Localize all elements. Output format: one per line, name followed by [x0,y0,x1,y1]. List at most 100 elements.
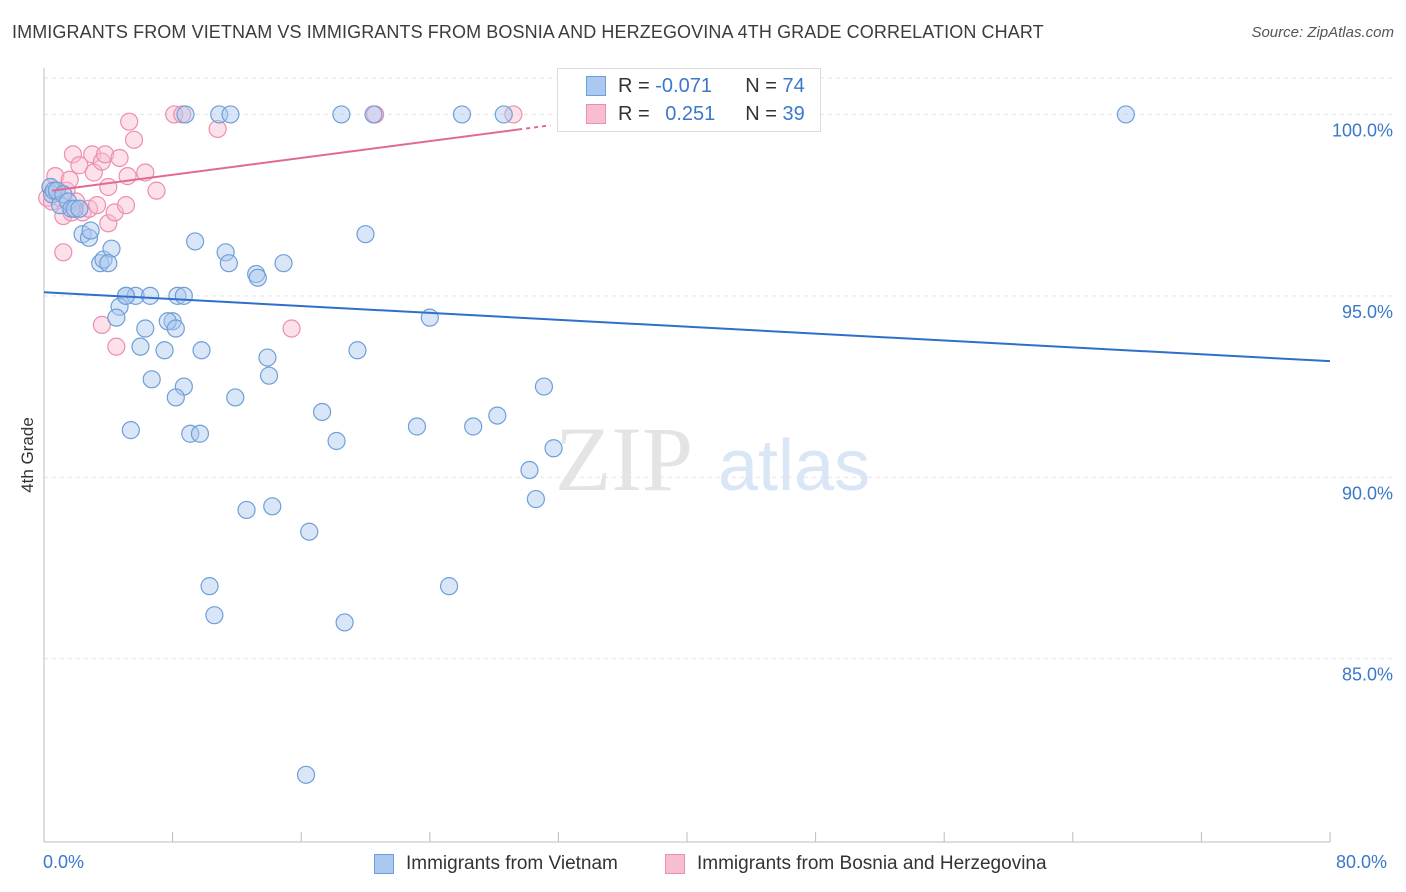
vietnam-point [300,522,319,541]
vietnam-point [520,460,539,480]
bosnia-point [46,167,65,186]
vietnam-point [121,421,140,440]
vietnam-point [356,225,375,244]
vietnam-point [81,221,100,240]
vietnam-point [274,254,293,273]
bosnia-trend-line [51,128,519,192]
vietnam-point [140,286,160,305]
legend-r-label: R = [618,74,656,97]
y-tick-label: 100.0% [1332,120,1393,140]
legend-n-value: 74 [782,74,805,97]
y-tick-label: 95.0% [1342,302,1393,322]
legend-label-vietnam: Immigrants from Vietnam [406,853,618,874]
watermark-atlas: atlas [718,426,870,506]
chart-title: IMMIGRANTS FROM VIETNAM VS IMMIGRANTS FR… [12,22,1044,42]
vietnam-point [237,500,256,520]
vietnam-point [226,388,245,407]
vietnam-point [407,417,427,436]
bosnia-point [54,243,73,262]
bosnia-point [120,112,139,131]
vietnam-point [526,489,545,509]
y-axis-label: 4th Grade [18,417,37,493]
trend-lines [43,124,1331,363]
bosnia-point [110,148,129,168]
vietnam-point [248,268,267,287]
legend-r-label: R = [618,102,656,125]
vietnam-point [136,319,155,338]
watermark: ZIP atlas [555,408,870,510]
y-tick-label: 90.0% [1342,483,1393,503]
bosnia-point [63,145,83,164]
vietnam-point [296,765,316,784]
vietnam-point [176,105,195,124]
vietnam-point [205,606,224,625]
bosnia-point [83,145,102,164]
vietnam-trend-line [43,291,1331,363]
vietnam-point [452,105,472,124]
bosnia-point [99,177,118,197]
x-tick-label-min: 0.0% [43,852,85,872]
vietnam-point [534,377,554,396]
vietnam-point [263,497,282,516]
bosnia-point [147,181,166,200]
legend-item-vietnam: Immigrants from Vietnam [374,851,618,877]
bosnia-trend-line-extension [518,124,551,131]
vietnam-point [110,297,129,316]
series-vietnam-points [41,105,1135,784]
vietnam-point [1116,105,1135,124]
vietnam-point [190,424,210,443]
vietnam-point [335,613,354,632]
bosnia-point [99,214,118,233]
legend-r-value: 0.251 [665,102,716,125]
vietnam-point [259,366,279,385]
y-tick-label: 85.0% [1342,665,1393,685]
bosnia-point [124,130,144,149]
vietnam-point [107,308,126,327]
vietnam-point [364,105,383,124]
source-label: Source: ZipAtlas.com [1251,24,1394,41]
vietnam-point [102,239,121,258]
vietnam-point [219,254,238,273]
y-tick-labels: 85.0% 90.0% 95.0% 100.0% [1332,120,1393,684]
vietnam-point [70,199,89,218]
legend-swatch-pink [665,854,685,874]
vietnam-point [192,341,211,360]
vietnam-point [258,348,277,367]
vietnam-point [332,105,351,124]
vietnam-point [174,286,193,305]
stats-legend-row-vietnam: R = -0.071 N = 74 [558,72,805,100]
vietnam-point [348,341,367,360]
vietnam-point [494,105,513,124]
vietnam-point [186,232,205,251]
legend-n-label: N = [745,102,783,125]
vietnam-point [488,406,507,425]
vietnam-point [155,341,174,360]
legend-n-label: N = [745,74,783,97]
vietnam-point [79,228,99,247]
legend-swatch-blue [374,854,394,874]
bosnia-point [504,105,523,124]
vietnam-point [464,417,483,436]
legend-r-value: -0.071 [655,74,712,97]
vietnam-point [166,319,185,338]
legend-swatch-blue [586,76,606,96]
bosnia-point [116,196,136,215]
bosnia-point [105,203,124,222]
vietnam-point [312,402,332,422]
x-tick-label-max: 80.0% [1336,852,1388,872]
vietnam-point [166,388,185,407]
vietnam-point [327,431,346,451]
vietnam-point [439,577,459,596]
vietnam-point [181,424,200,443]
watermark-zip: ZIP [555,408,693,510]
legend-item-bosnia: Immigrants from Bosnia and Herzegovina [665,851,1047,877]
bosnia-point [136,163,155,182]
vietnam-point [131,337,150,356]
vietnam-point [142,370,161,389]
bosnia-point [87,196,107,215]
bosnia-point [282,319,301,338]
vietnam-point [221,105,240,124]
vietnam-point [200,577,219,596]
bosnia-point [208,119,227,139]
